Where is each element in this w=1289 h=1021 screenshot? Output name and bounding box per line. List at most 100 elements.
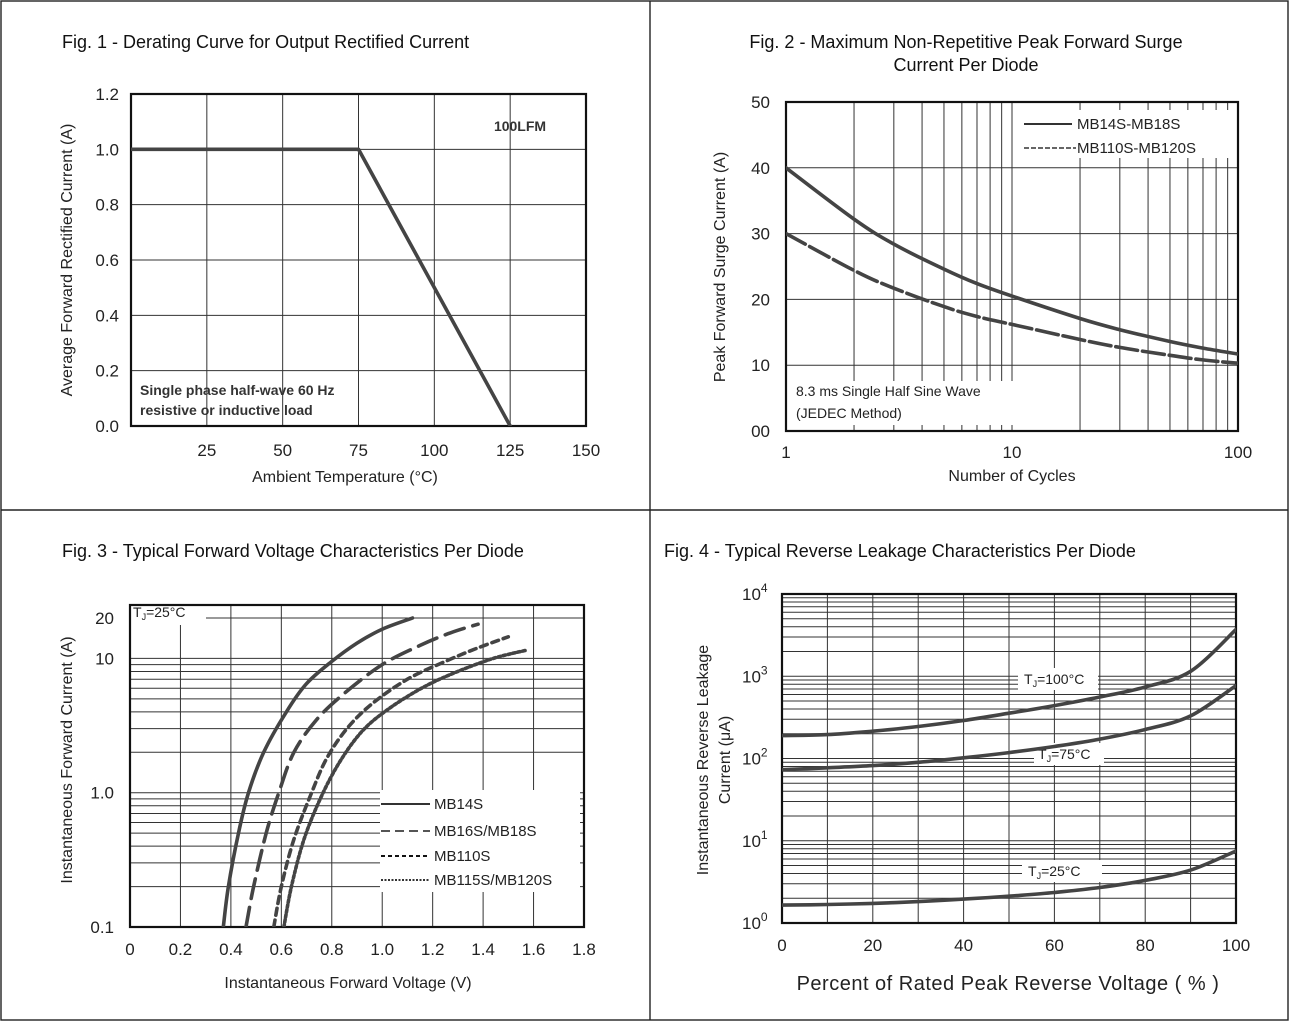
fig2-method-line2: (JEDEC Method): [796, 405, 902, 421]
fig4-tj25-curve: [782, 849, 1236, 907]
fig1-y-tick-label: 0.4: [95, 306, 119, 325]
fig3-y-axis-label: Instantaneous Forward Current (A): [59, 636, 76, 883]
fig4-title: Fig. 4 - Typical Reverse Leakage Charact…: [664, 541, 1136, 561]
fig3-x-ticks: 0 0.2 0.4 0.6 0.8 1.0 1.2 1.4 1.6 1.8: [125, 940, 596, 959]
fig1-x-tick-label: 75: [349, 441, 368, 460]
fig4-y-tick-label: 102: [742, 746, 768, 769]
fig1-condition-line1: Single phase half-wave 60 Hz: [140, 382, 335, 398]
fig2-x-tick-label: 1: [781, 443, 790, 462]
fig3-y-tick-label: 10: [95, 649, 114, 668]
fig2-series-mb14s-curve: [786, 166, 1238, 356]
fig2-y-tick-label: 00: [751, 422, 770, 441]
fig4-tj100-label: TJ=100°C: [1024, 671, 1084, 689]
fig3-y-tick-label: 1.0: [90, 784, 114, 803]
fig3-x-tick-label: 0: [125, 940, 134, 959]
fig1-y-tick-label: 0.6: [95, 251, 119, 270]
fig3-plot-area: [128, 603, 586, 929]
fig2-legend-backdrop: [1020, 110, 1232, 158]
fig1-y-tick-label: 0.2: [95, 362, 119, 381]
fig3-y-tick-label: 20: [95, 609, 114, 628]
fig1-chart: Fig. 1 - Derating Curve for Output Recti…: [59, 32, 600, 486]
fig3-x-tick-label: 1.2: [421, 940, 445, 959]
fig4-tj25-label: TJ=25°C: [1028, 863, 1081, 881]
fig1-y-axis-label: Average Forward Rectified Current (A): [59, 124, 76, 397]
fig1-y-ticks: 0.0 0.2 0.4 0.6 0.8 1.0 1.2: [95, 85, 119, 436]
fig1-x-tick-label: 100: [420, 441, 448, 460]
fig2-y-tick-label: 30: [751, 225, 770, 244]
fig2-x-tick-label: 100: [1224, 443, 1252, 462]
fig3-tj-label: TJ=25°C: [133, 604, 186, 622]
fig3-legend-series1: MB14S: [434, 796, 483, 813]
fig3-series-mb110s-curve: [272, 635, 511, 927]
fig1-y-tick-label: 1.0: [95, 140, 119, 159]
fig4-y-tick-label: 100: [742, 910, 768, 933]
fig2-series-mb110s-curve: [786, 231, 1238, 365]
fig4-y-tick-label: 103: [742, 663, 768, 686]
fig2-chart: Fig. 2 - Maximum Non-Repetitive Peak For…: [712, 32, 1252, 485]
fig1-y-tick-label: 0.8: [95, 196, 119, 215]
fig2-x-axis-label: Number of Cycles: [948, 468, 1075, 485]
fig1-x-tick-label: 25: [197, 441, 216, 460]
fig2-annotation-backdrop: [794, 381, 1032, 425]
fig1-x-tick-label: 150: [572, 441, 600, 460]
fig3-x-tick-label: 1.4: [471, 940, 495, 959]
fig4-x-ticks: 0 20 40 60 80 100: [777, 936, 1250, 955]
fig3-series-mb14s-curve: [221, 616, 415, 927]
fig3-x-tick-label: 0.8: [320, 940, 344, 959]
fig2-legend-series2: MB110S-MB120S: [1077, 140, 1196, 157]
fig4-x-tick-label: 80: [1136, 936, 1155, 955]
fig4-x-tick-label: 20: [863, 936, 882, 955]
fig1-x-tick-label: 125: [496, 441, 524, 460]
fig4-tj25-backdrop: [1022, 860, 1102, 882]
fig3-x-axis-label: Instantaneous Forward Voltage (V): [224, 975, 471, 992]
fig2-x-ticks: 1 10 100: [781, 443, 1252, 462]
fig4-x-tick-label: 60: [1045, 936, 1064, 955]
fig4-chart: Fig. 4 - Typical Reverse Leakage Charact…: [664, 541, 1250, 995]
fig3-gridlines: [130, 605, 585, 927]
fig4-gridlines: [782, 594, 1236, 923]
fig2-legend: MB14S-MB18S MB110S-MB120S: [1024, 116, 1196, 157]
fig3-y-tick-label: 0.1: [90, 918, 114, 937]
fig3-x-tick-label: 0.6: [270, 940, 294, 959]
fig1-airflow-label: 100LFM: [494, 118, 546, 134]
fig2-method-line1: 8.3 ms Single Half Sine Wave: [796, 383, 981, 399]
fig2-plot-area: [784, 100, 1240, 433]
fig3-y-ticks: 0.1 1.0 10 20: [90, 609, 114, 937]
fig1-x-ticks: 25 50 75 100 125 150: [197, 441, 600, 460]
fig4-x-axis-label: Percent of Rated Peak Reverse Voltage ( …: [797, 973, 1220, 995]
fig4-tj75-curve: [782, 683, 1236, 772]
fig3-legend-backdrop: [380, 790, 580, 892]
fig4-x-tick-label: 40: [954, 936, 973, 955]
fig4-plot-area: [780, 592, 1238, 925]
fig1-y-tick-label: 0.0: [95, 417, 119, 436]
fig4-y-tick-label: 101: [742, 828, 768, 851]
fig4-y-tick-label: 104: [742, 581, 768, 604]
fig1-x-axis-label: Ambient Temperature (°C): [252, 469, 438, 486]
fig2-title: Fig. 2 - Maximum Non-Repetitive Peak For…: [749, 32, 1182, 52]
fig1-derating-curve: [131, 147, 512, 426]
fig4-x-tick-label: 0: [777, 936, 786, 955]
fig4-y-axis-label-line2: Current (μA): [717, 716, 734, 804]
fig3-x-tick-label: 1.0: [370, 940, 394, 959]
fig2-y-ticks: 00 10 20 30 40 50: [751, 93, 770, 441]
fig2-y-tick-label: 50: [751, 93, 770, 112]
fig4-x-tick-label: 100: [1222, 936, 1250, 955]
fig3-legend-series4: MB115S/MB120S: [434, 872, 552, 889]
fig3-legend-series2: MB16S/MB18S: [434, 823, 537, 840]
fig4-y-ticks: 100 101 102 103 104: [742, 581, 768, 933]
fig4-tj100-curve: [782, 627, 1236, 738]
fig1-gridlines: [131, 93, 587, 427]
fig3-chart: Fig. 3 - Typical Forward Voltage Charact…: [59, 541, 596, 992]
fig3-legend: MB14S MB16S/MB18S MB110S MB115S/MB120S: [381, 796, 552, 889]
fig3-x-tick-label: 0.4: [219, 940, 243, 959]
fig1-condition-line2: resistive or inductive load: [140, 402, 313, 418]
fig2-subtitle: Current Per Diode: [893, 55, 1038, 75]
fig3-x-tick-label: 1.8: [572, 940, 596, 959]
fig1-plot-area: [129, 92, 588, 428]
fig3-legend-series3: MB110S: [434, 848, 490, 865]
fig4-tj75-label: TJ=75°C: [1038, 746, 1091, 764]
fig3-series-mb115s-curve: [282, 648, 528, 927]
fig2-y-axis-label: Peak Forward Surge Current (A): [712, 152, 729, 382]
